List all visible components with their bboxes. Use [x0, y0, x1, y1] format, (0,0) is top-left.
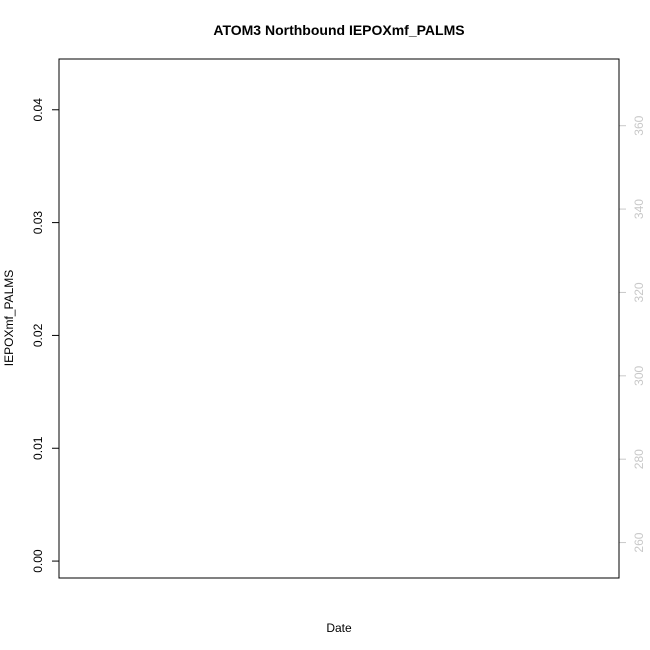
y-tick-label: 0.00: [31, 549, 45, 573]
y-axis-label: IEPOXmf_PALMS: [2, 270, 16, 366]
y-tick-label: 0.01: [31, 436, 45, 460]
y-axis: 0.00 0.01 0.02 0.03 0.04: [31, 98, 60, 573]
right-y-tick-label: 260: [632, 532, 646, 552]
y-tick-label: 0.04: [31, 98, 45, 122]
right-y-tick-label: 280: [632, 449, 646, 469]
x-axis-label: Date: [326, 621, 352, 635]
right-y-tick-label: 360: [632, 115, 646, 135]
right-y-tick-label: 300: [632, 365, 646, 385]
chart-title: ATOM3 Northbound IEPOXmf_PALMS: [213, 22, 464, 38]
y-tick-label: 0.02: [31, 323, 45, 347]
right-y-tick-label: 320: [632, 282, 646, 302]
plot-frame: [58, 58, 620, 579]
right-y-tick-label: 340: [632, 199, 646, 219]
y-tick-label: 0.03: [31, 211, 45, 235]
